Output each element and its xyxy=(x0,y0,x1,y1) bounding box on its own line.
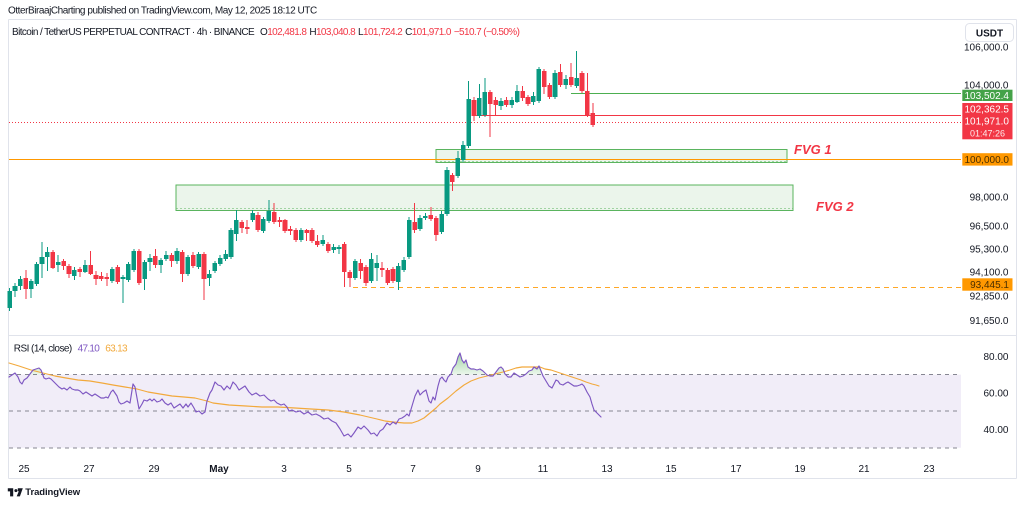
svg-text:40.00: 40.00 xyxy=(983,425,1008,436)
svg-text:94,100.0: 94,100.0 xyxy=(970,268,1009,279)
svg-text:15: 15 xyxy=(665,464,677,475)
svg-text:27: 27 xyxy=(83,464,95,475)
svg-text:3: 3 xyxy=(281,464,287,475)
svg-text:101,971.0: 101,971.0 xyxy=(965,117,1010,128)
svg-text:100,000.0: 100,000.0 xyxy=(965,155,1010,166)
svg-text:9: 9 xyxy=(475,464,481,475)
svg-text:May: May xyxy=(209,464,229,475)
svg-text:01:47:26: 01:47:26 xyxy=(970,128,1005,138)
svg-text:104,000.0: 104,000.0 xyxy=(964,81,1009,92)
svg-text:92,850.0: 92,850.0 xyxy=(970,292,1009,303)
svg-text:17: 17 xyxy=(730,464,742,475)
svg-text:FVG 2: FVG 2 xyxy=(816,199,854,214)
svg-text:11: 11 xyxy=(538,464,549,475)
svg-text:102,362.5: 102,362.5 xyxy=(965,105,1010,116)
svg-text:95,300.0: 95,300.0 xyxy=(970,245,1009,256)
svg-text:47.10: 47.10 xyxy=(78,344,101,355)
svg-text:FVG 1: FVG 1 xyxy=(794,142,832,157)
svg-text:13: 13 xyxy=(601,464,613,475)
svg-text:80.00: 80.00 xyxy=(983,352,1008,363)
svg-text:103,502.4: 103,502.4 xyxy=(965,91,1010,102)
svg-text:93,445.1: 93,445.1 xyxy=(970,280,1009,291)
svg-text:106,000.0: 106,000.0 xyxy=(964,43,1009,54)
svg-text:7: 7 xyxy=(410,464,416,475)
svg-text:23: 23 xyxy=(923,464,935,475)
svg-text:91,650.0: 91,650.0 xyxy=(970,316,1009,327)
svg-text:63.13: 63.13 xyxy=(105,344,128,355)
svg-text:29: 29 xyxy=(148,464,160,475)
svg-text:5: 5 xyxy=(346,464,352,475)
svg-text:98,000.0: 98,000.0 xyxy=(970,193,1009,204)
svg-text:OtterBiraajCharting published: OtterBiraajCharting published on Trading… xyxy=(8,6,317,17)
svg-text:USDT: USDT xyxy=(976,29,1003,40)
svg-text:TradingView: TradingView xyxy=(25,487,80,498)
svg-text:19: 19 xyxy=(794,464,806,475)
svg-text:RSI (14, close): RSI (14, close) xyxy=(14,344,72,355)
svg-text:96,500.0: 96,500.0 xyxy=(970,222,1009,233)
svg-text:21: 21 xyxy=(858,464,870,475)
svg-text:Bitcoin / TetherUS PERPETUAL C: Bitcoin / TetherUS PERPETUAL CONTRACT · … xyxy=(12,27,520,38)
svg-text:60.00: 60.00 xyxy=(983,388,1008,399)
svg-text:25: 25 xyxy=(18,464,30,475)
